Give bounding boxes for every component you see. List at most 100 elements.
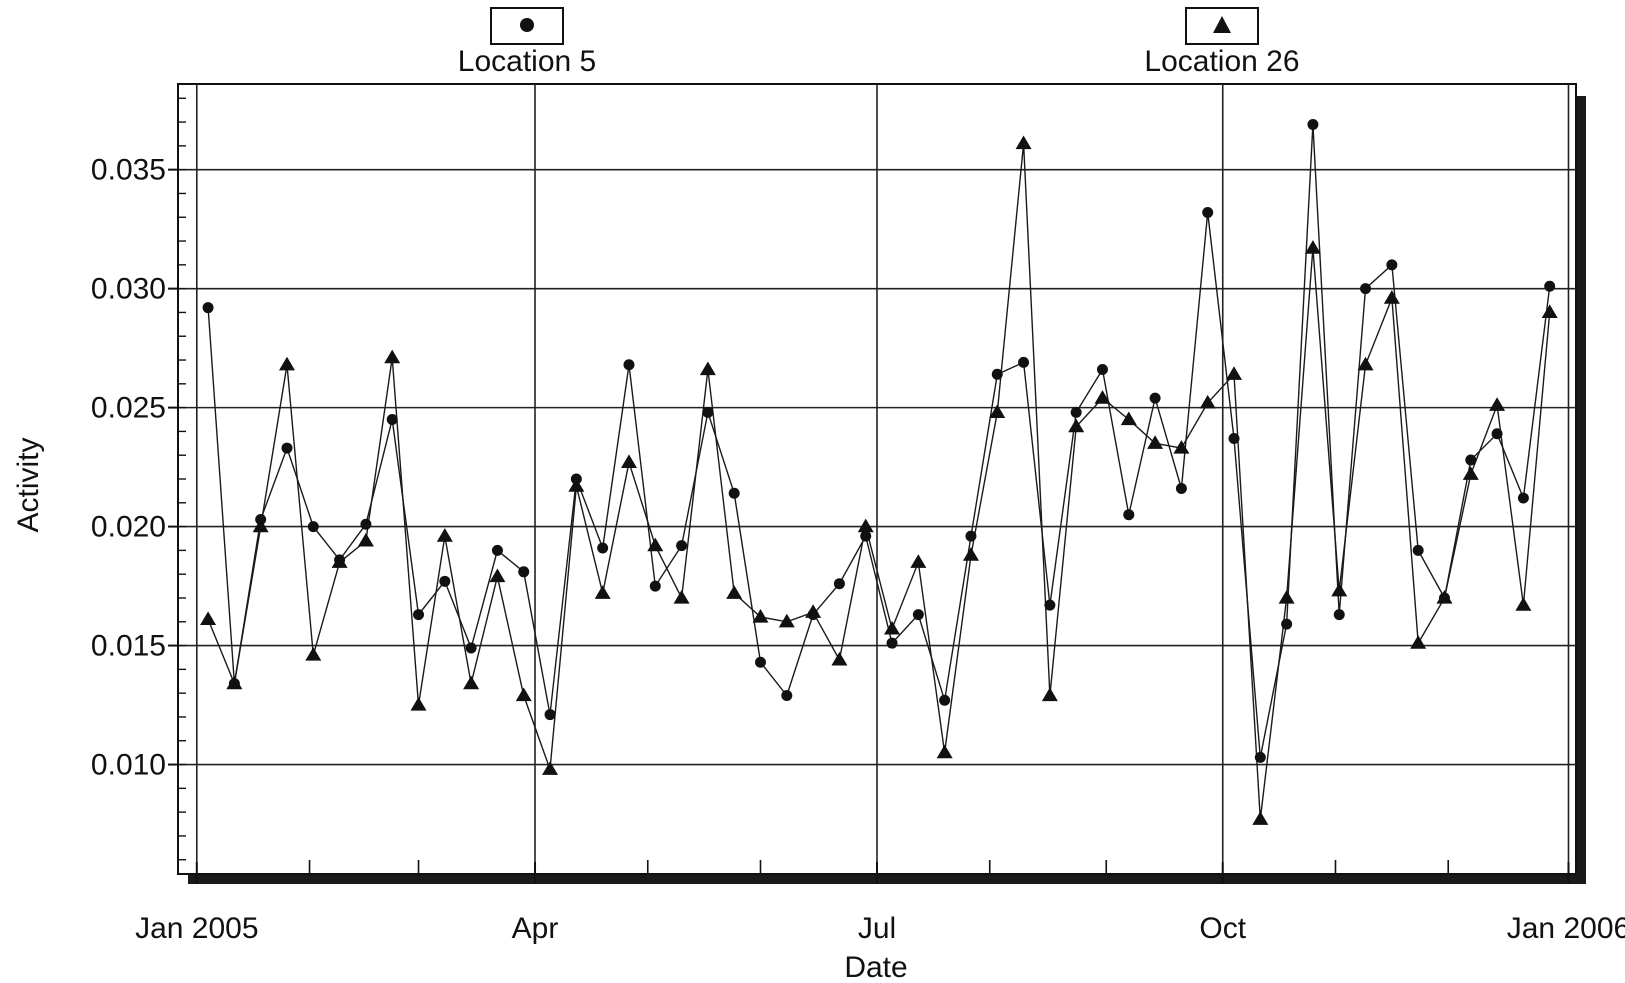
- data-point-location-26: [278, 356, 295, 371]
- data-point-location-5: [1123, 509, 1135, 521]
- data-point-location-5: [1465, 454, 1477, 466]
- data-point-location-26: [857, 518, 874, 533]
- data-point-location-26: [384, 349, 401, 364]
- data-point-location-26: [752, 609, 769, 623]
- data-point-location-5: [597, 542, 609, 554]
- data-point-location-5: [965, 530, 977, 542]
- data-point-location-26: [778, 613, 795, 628]
- data-point-location-5: [1044, 599, 1056, 611]
- data-point-location-26: [1068, 418, 1085, 433]
- data-point-location-5: [1386, 259, 1398, 271]
- data-point-location-26: [1357, 356, 1374, 371]
- data-point-location-5: [833, 578, 845, 590]
- legend: Location 5 Location 26: [458, 7, 1300, 78]
- data-point-location-5: [465, 642, 477, 654]
- data-point-location-26: [1331, 582, 1348, 597]
- data-point-location-26: [1515, 597, 1532, 611]
- data-point-location-26: [962, 547, 979, 561]
- data-point-location-26: [1094, 390, 1111, 404]
- data-point-location-5: [1281, 618, 1293, 630]
- data-point-location-26: [1120, 411, 1137, 426]
- data-point-location-26: [620, 454, 637, 468]
- legend-item-location-5: Location 5: [458, 7, 596, 78]
- data-point-location-5: [281, 442, 293, 454]
- data-point-location-5: [413, 609, 425, 621]
- data-point-location-26: [252, 518, 269, 533]
- data-point-location-5: [939, 694, 951, 706]
- series-markers: [200, 118, 1558, 825]
- y-axis-title: Activity: [12, 437, 45, 532]
- data-point-location-5: [1070, 406, 1082, 418]
- data-point-location-5: [307, 521, 319, 533]
- data-point-location-5: [886, 637, 898, 649]
- data-point-location-5: [755, 656, 766, 668]
- data-point-location-5: [491, 544, 503, 556]
- data-point-location-5: [386, 414, 398, 426]
- data-point-location-5: [439, 575, 451, 587]
- data-point-location-26: [1015, 135, 1032, 150]
- data-point-location-26: [1199, 394, 1216, 409]
- x-tick-label: Oct: [1199, 912, 1246, 945]
- data-point-location-5: [912, 609, 924, 621]
- circle-marker-icon: [520, 18, 534, 32]
- data-point-location-26: [699, 361, 716, 376]
- y-tick-label: 0.015: [91, 630, 166, 663]
- data-point-location-5: [728, 487, 740, 499]
- data-point-location-5: [1360, 283, 1372, 295]
- data-point-location-26: [805, 604, 822, 618]
- data-point-location-5: [1096, 364, 1108, 376]
- data-point-location-5: [1254, 751, 1266, 763]
- y-tick-label: 0.025: [91, 392, 166, 425]
- data-point-location-5: [860, 530, 872, 542]
- data-point-location-26: [594, 585, 611, 599]
- data-point-location-26: [357, 532, 374, 547]
- data-point-location-5: [544, 709, 556, 721]
- data-point-location-5: [702, 406, 714, 418]
- legend-item-location-26: Location 26: [1144, 7, 1300, 78]
- data-point-location-26: [1489, 397, 1506, 411]
- data-point-location-26: [1173, 440, 1190, 454]
- data-point-location-26: [1041, 687, 1058, 702]
- data-point-location-26: [1278, 589, 1295, 604]
- data-point-location-5: [991, 368, 1003, 380]
- y-tick-label: 0.010: [91, 749, 166, 782]
- series-line-location-26: [207, 143, 1551, 820]
- series-line-location-5: [207, 124, 1551, 758]
- data-point-location-5: [1202, 206, 1214, 218]
- data-point-location-5: [781, 690, 793, 702]
- data-point-location-26: [331, 554, 348, 568]
- data-point-location-26: [568, 478, 585, 492]
- x-tick-label: Jan 2006: [1507, 912, 1625, 945]
- x-tick-label: Jan 2005: [135, 912, 258, 945]
- data-point-location-5: [1333, 609, 1345, 621]
- tick-labels: 0.035 0.030 0.025 0.020 0.015 0.010 Jan 2005 Ap…: [91, 154, 1625, 945]
- data-point-location-5: [1491, 428, 1503, 440]
- gridlines: [178, 84, 1576, 874]
- data-point-location-26: [200, 611, 217, 625]
- data-point-location-26: [1147, 435, 1164, 449]
- y-tick-label: 0.035: [91, 154, 166, 187]
- data-point-location-26: [542, 761, 559, 775]
- data-point-location-5: [676, 540, 688, 552]
- data-point-location-5: [1544, 280, 1556, 292]
- data-point-location-26: [226, 675, 243, 690]
- data-point-location-5: [202, 302, 214, 314]
- x-axis-title: Date: [844, 951, 907, 983]
- data-point-location-5: [360, 518, 372, 530]
- data-point-location-26: [936, 744, 953, 759]
- legend-label-location-26: Location 26: [1144, 45, 1299, 78]
- data-point-location-26: [305, 647, 322, 661]
- data-point-location-26: [1541, 304, 1558, 319]
- data-point-location-26: [831, 651, 848, 666]
- data-point-location-26: [910, 554, 927, 568]
- data-point-location-5: [649, 580, 661, 592]
- axis-ticks: [168, 97, 1570, 884]
- data-point-location-26: [1226, 366, 1243, 380]
- data-point-location-26: [1436, 589, 1453, 604]
- data-point-location-26: [1383, 290, 1400, 304]
- legend-swatch-box: [490, 7, 564, 45]
- y-tick-label: 0.020: [91, 511, 166, 544]
- data-point-location-5: [1149, 392, 1161, 404]
- data-point-location-26: [673, 589, 690, 604]
